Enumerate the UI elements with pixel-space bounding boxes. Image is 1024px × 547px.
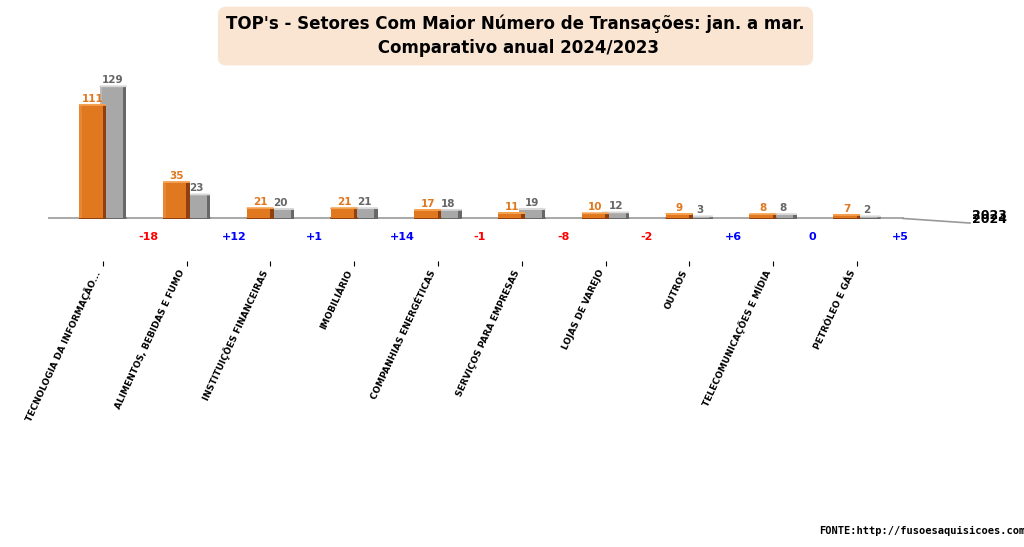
Bar — [542, 210, 546, 218]
Bar — [270, 208, 273, 218]
Text: -2: -2 — [641, 232, 653, 242]
Bar — [437, 210, 441, 218]
Bar — [183, 195, 186, 218]
Text: -18: -18 — [138, 232, 158, 242]
Bar — [183, 195, 210, 218]
Text: +12: +12 — [222, 232, 247, 242]
Text: 35: 35 — [169, 171, 183, 181]
Bar — [207, 195, 210, 218]
Bar — [351, 208, 378, 218]
Bar — [773, 214, 776, 218]
Bar — [602, 212, 629, 218]
Text: 0: 0 — [808, 232, 816, 242]
Bar — [247, 208, 273, 218]
Text: 12: 12 — [608, 201, 623, 211]
Text: 8: 8 — [779, 203, 786, 213]
Text: 21: 21 — [253, 197, 267, 207]
Text: 11: 11 — [504, 202, 519, 212]
Text: -8: -8 — [557, 232, 569, 242]
Bar — [605, 213, 608, 218]
Bar — [99, 86, 102, 218]
Text: 3: 3 — [696, 205, 703, 216]
Bar — [291, 209, 294, 218]
Text: 2024: 2024 — [973, 213, 1008, 226]
Text: -1: -1 — [473, 232, 485, 242]
Bar — [834, 215, 860, 218]
Bar — [163, 182, 189, 218]
Bar — [331, 208, 357, 218]
Bar — [435, 210, 462, 218]
Text: 111: 111 — [82, 94, 103, 103]
Bar — [794, 214, 797, 218]
Text: FONTE:http://fusoesaquisicoes.com: FONTE:http://fusoesaquisicoes.com — [819, 526, 1024, 536]
Bar — [163, 182, 166, 218]
Bar — [79, 104, 82, 218]
Bar — [267, 209, 294, 218]
Bar — [857, 215, 860, 218]
Text: +14: +14 — [389, 232, 415, 242]
Text: +6: +6 — [725, 232, 741, 242]
Bar — [186, 182, 189, 218]
Bar — [582, 213, 608, 218]
Bar — [770, 214, 797, 218]
Text: 7: 7 — [843, 203, 850, 214]
Bar — [79, 104, 106, 218]
Bar — [877, 217, 881, 218]
Text: 9: 9 — [676, 203, 683, 213]
Bar — [626, 212, 629, 218]
Bar — [375, 208, 378, 218]
Text: 129: 129 — [102, 75, 124, 85]
Bar — [99, 86, 126, 218]
Bar — [458, 210, 462, 218]
Bar — [689, 214, 692, 218]
Bar — [415, 210, 441, 218]
Bar — [123, 86, 126, 218]
Bar — [498, 213, 525, 218]
Text: 8: 8 — [759, 203, 767, 213]
Text: 2023: 2023 — [973, 209, 1008, 222]
Bar — [750, 214, 776, 218]
Bar — [854, 217, 881, 218]
Bar — [102, 104, 106, 218]
Text: 17: 17 — [421, 199, 435, 209]
Text: +5: +5 — [892, 232, 909, 242]
Text: 2: 2 — [863, 205, 870, 216]
Title: TOP's - Setores Com Maior Número de Transações: jan. a mar.
 Comparativo anual 2: TOP's - Setores Com Maior Número de Tran… — [226, 15, 805, 57]
Text: +1: +1 — [305, 232, 323, 242]
Bar — [710, 217, 713, 218]
Bar — [354, 208, 357, 218]
Bar — [686, 217, 713, 218]
Text: 21: 21 — [357, 197, 372, 207]
Bar — [666, 214, 692, 218]
Bar — [518, 210, 546, 218]
Text: 23: 23 — [189, 183, 204, 194]
Text: 20: 20 — [273, 197, 288, 208]
Text: 18: 18 — [441, 199, 456, 208]
Text: 21: 21 — [337, 197, 351, 207]
Text: 19: 19 — [524, 198, 539, 208]
Text: 10: 10 — [588, 202, 602, 212]
Bar — [521, 213, 525, 218]
